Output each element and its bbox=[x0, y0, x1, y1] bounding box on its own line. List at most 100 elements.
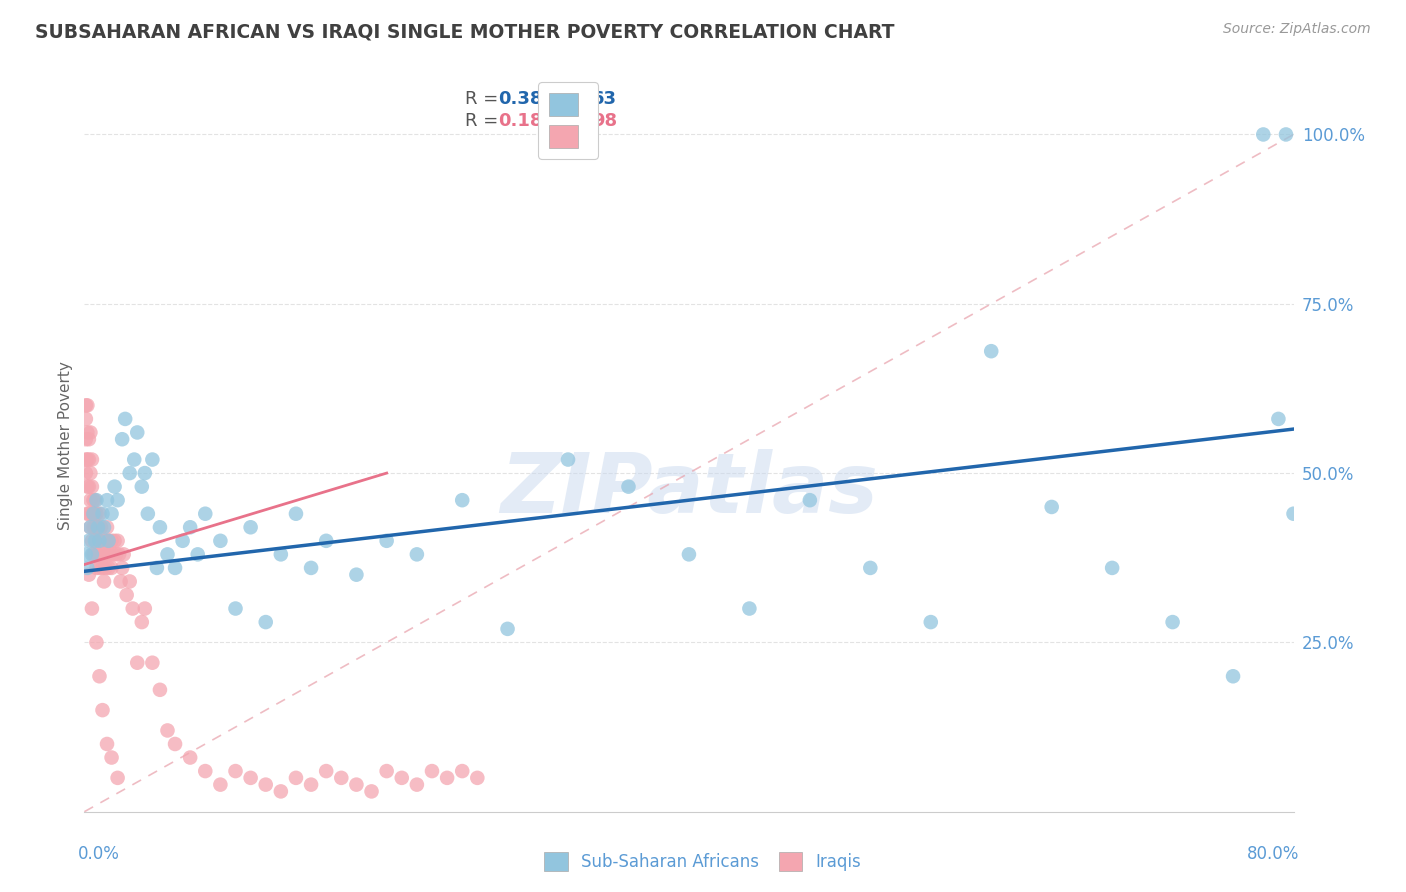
Point bbox=[1101, 561, 1123, 575]
Point bbox=[299, 778, 322, 792]
Point bbox=[84, 493, 107, 508]
Point bbox=[75, 432, 97, 446]
Text: ZIPatlas: ZIPatlas bbox=[501, 450, 877, 531]
Point bbox=[187, 547, 209, 561]
Point bbox=[149, 682, 172, 697]
Text: N =: N = bbox=[562, 89, 596, 108]
Point bbox=[87, 547, 110, 561]
Point bbox=[149, 520, 172, 534]
Point bbox=[285, 771, 308, 785]
Point bbox=[980, 344, 1002, 359]
Point bbox=[84, 547, 107, 561]
Point bbox=[82, 493, 104, 508]
Point bbox=[90, 547, 112, 561]
Point bbox=[375, 764, 398, 778]
Point bbox=[467, 771, 489, 785]
Point bbox=[179, 520, 201, 534]
Point bbox=[80, 547, 103, 561]
Point bbox=[93, 520, 115, 534]
Point bbox=[346, 778, 368, 792]
Point bbox=[75, 466, 97, 480]
Point bbox=[100, 750, 122, 764]
Point bbox=[80, 452, 103, 467]
Point bbox=[254, 615, 277, 629]
Point bbox=[93, 547, 115, 561]
Point bbox=[114, 412, 136, 426]
Text: 0.388: 0.388 bbox=[498, 89, 555, 108]
Text: R =: R = bbox=[465, 112, 499, 129]
Point bbox=[738, 601, 761, 615]
Point bbox=[131, 480, 153, 494]
Point bbox=[330, 771, 353, 785]
Point bbox=[75, 547, 97, 561]
Point bbox=[91, 507, 114, 521]
Point bbox=[156, 547, 179, 561]
Point bbox=[77, 480, 100, 494]
Point bbox=[76, 480, 98, 494]
Point bbox=[141, 452, 163, 467]
Point bbox=[82, 507, 104, 521]
Point bbox=[118, 466, 141, 480]
Point bbox=[80, 507, 103, 521]
Point bbox=[87, 520, 110, 534]
Point bbox=[315, 533, 337, 548]
Point bbox=[239, 520, 262, 534]
Point bbox=[91, 533, 114, 548]
Point bbox=[86, 561, 108, 575]
Point bbox=[134, 466, 156, 480]
Point bbox=[87, 520, 110, 534]
Point bbox=[391, 771, 413, 785]
Point bbox=[678, 547, 700, 561]
Point bbox=[285, 507, 308, 521]
Point bbox=[77, 507, 100, 521]
Point bbox=[1267, 412, 1289, 426]
Point bbox=[194, 764, 217, 778]
Point bbox=[80, 480, 103, 494]
Point bbox=[1161, 615, 1184, 629]
Point bbox=[270, 784, 292, 798]
Point bbox=[156, 723, 179, 738]
Point bbox=[1040, 500, 1063, 514]
Point bbox=[360, 784, 382, 798]
Point bbox=[122, 452, 145, 467]
Point bbox=[315, 764, 337, 778]
Point bbox=[90, 520, 112, 534]
Point bbox=[94, 533, 117, 548]
Point bbox=[84, 520, 107, 534]
Point bbox=[146, 561, 169, 575]
Point bbox=[179, 750, 201, 764]
Point bbox=[239, 771, 262, 785]
Point bbox=[107, 493, 129, 508]
Point bbox=[89, 533, 111, 548]
Point bbox=[617, 480, 640, 494]
Point bbox=[225, 764, 247, 778]
Point bbox=[84, 533, 107, 548]
Point bbox=[105, 547, 128, 561]
Point bbox=[86, 533, 108, 548]
Point bbox=[96, 520, 118, 534]
Point bbox=[91, 561, 114, 575]
Point bbox=[82, 520, 104, 534]
Point bbox=[209, 533, 232, 548]
Point bbox=[141, 656, 163, 670]
Point bbox=[406, 547, 429, 561]
Point bbox=[89, 561, 111, 575]
Point bbox=[194, 507, 217, 521]
Point bbox=[420, 764, 443, 778]
Point bbox=[859, 561, 882, 575]
Point bbox=[270, 547, 292, 561]
Point bbox=[97, 533, 120, 548]
Text: 0.182: 0.182 bbox=[498, 112, 555, 129]
Point bbox=[346, 567, 368, 582]
Point bbox=[107, 771, 129, 785]
Text: R =: R = bbox=[465, 89, 499, 108]
Point bbox=[97, 533, 120, 548]
Point bbox=[89, 507, 111, 521]
Point bbox=[209, 778, 232, 792]
Point bbox=[77, 533, 100, 548]
Point bbox=[77, 567, 100, 582]
Point bbox=[799, 493, 821, 508]
Point bbox=[127, 656, 149, 670]
Point bbox=[76, 398, 98, 412]
Point bbox=[86, 507, 108, 521]
